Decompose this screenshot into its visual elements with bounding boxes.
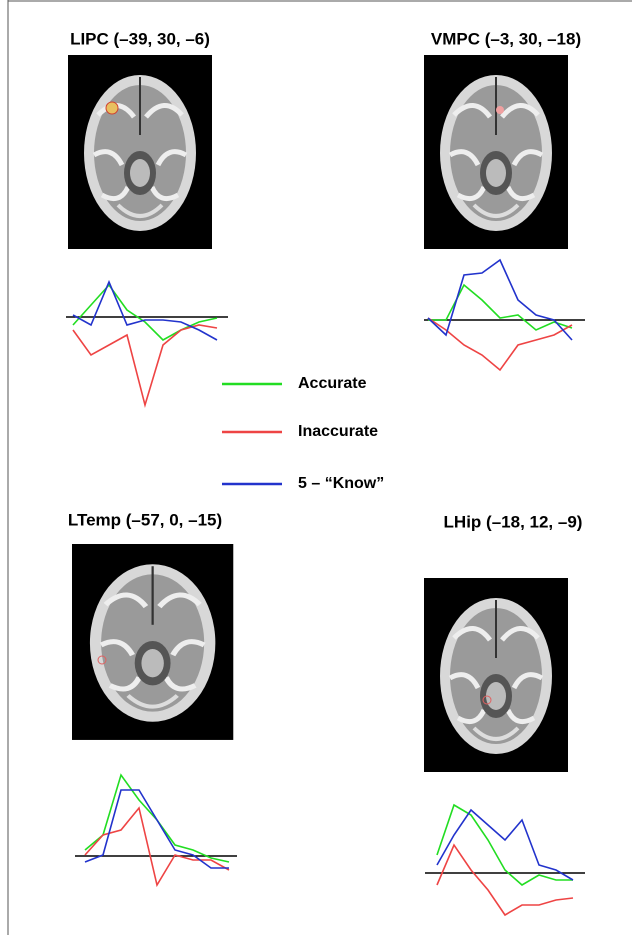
roi <box>106 102 118 114</box>
legend-label: Accurate <box>298 375 367 392</box>
brain-image <box>68 55 212 249</box>
legend-label: 5 – “Know” <box>298 475 384 492</box>
legend-label: Inaccurate <box>298 423 378 440</box>
panel-title: LTemp (–57, 0, –15) <box>68 510 222 529</box>
figure: LIPC (–39, 30, –6) VMPC (–3, 30, –18) LTem… <box>0 0 632 935</box>
time-course <box>73 282 217 340</box>
time-course <box>73 285 217 340</box>
roi <box>496 106 504 114</box>
panel-title: VMPC (–3, 30, –18) <box>431 29 581 48</box>
panel-title: LIPC (–39, 30, –6) <box>70 29 210 48</box>
time-course <box>428 318 572 370</box>
time-course <box>428 260 572 340</box>
brain-image <box>72 544 233 740</box>
time-course <box>73 325 217 405</box>
time-course <box>437 845 573 915</box>
brain-image <box>424 55 568 249</box>
page: {"chart_data": [ {"type": "line", "title… <box>0 0 632 935</box>
panel-title: LHip (–18, 12, –9) <box>444 512 583 531</box>
brain-image <box>424 578 568 772</box>
